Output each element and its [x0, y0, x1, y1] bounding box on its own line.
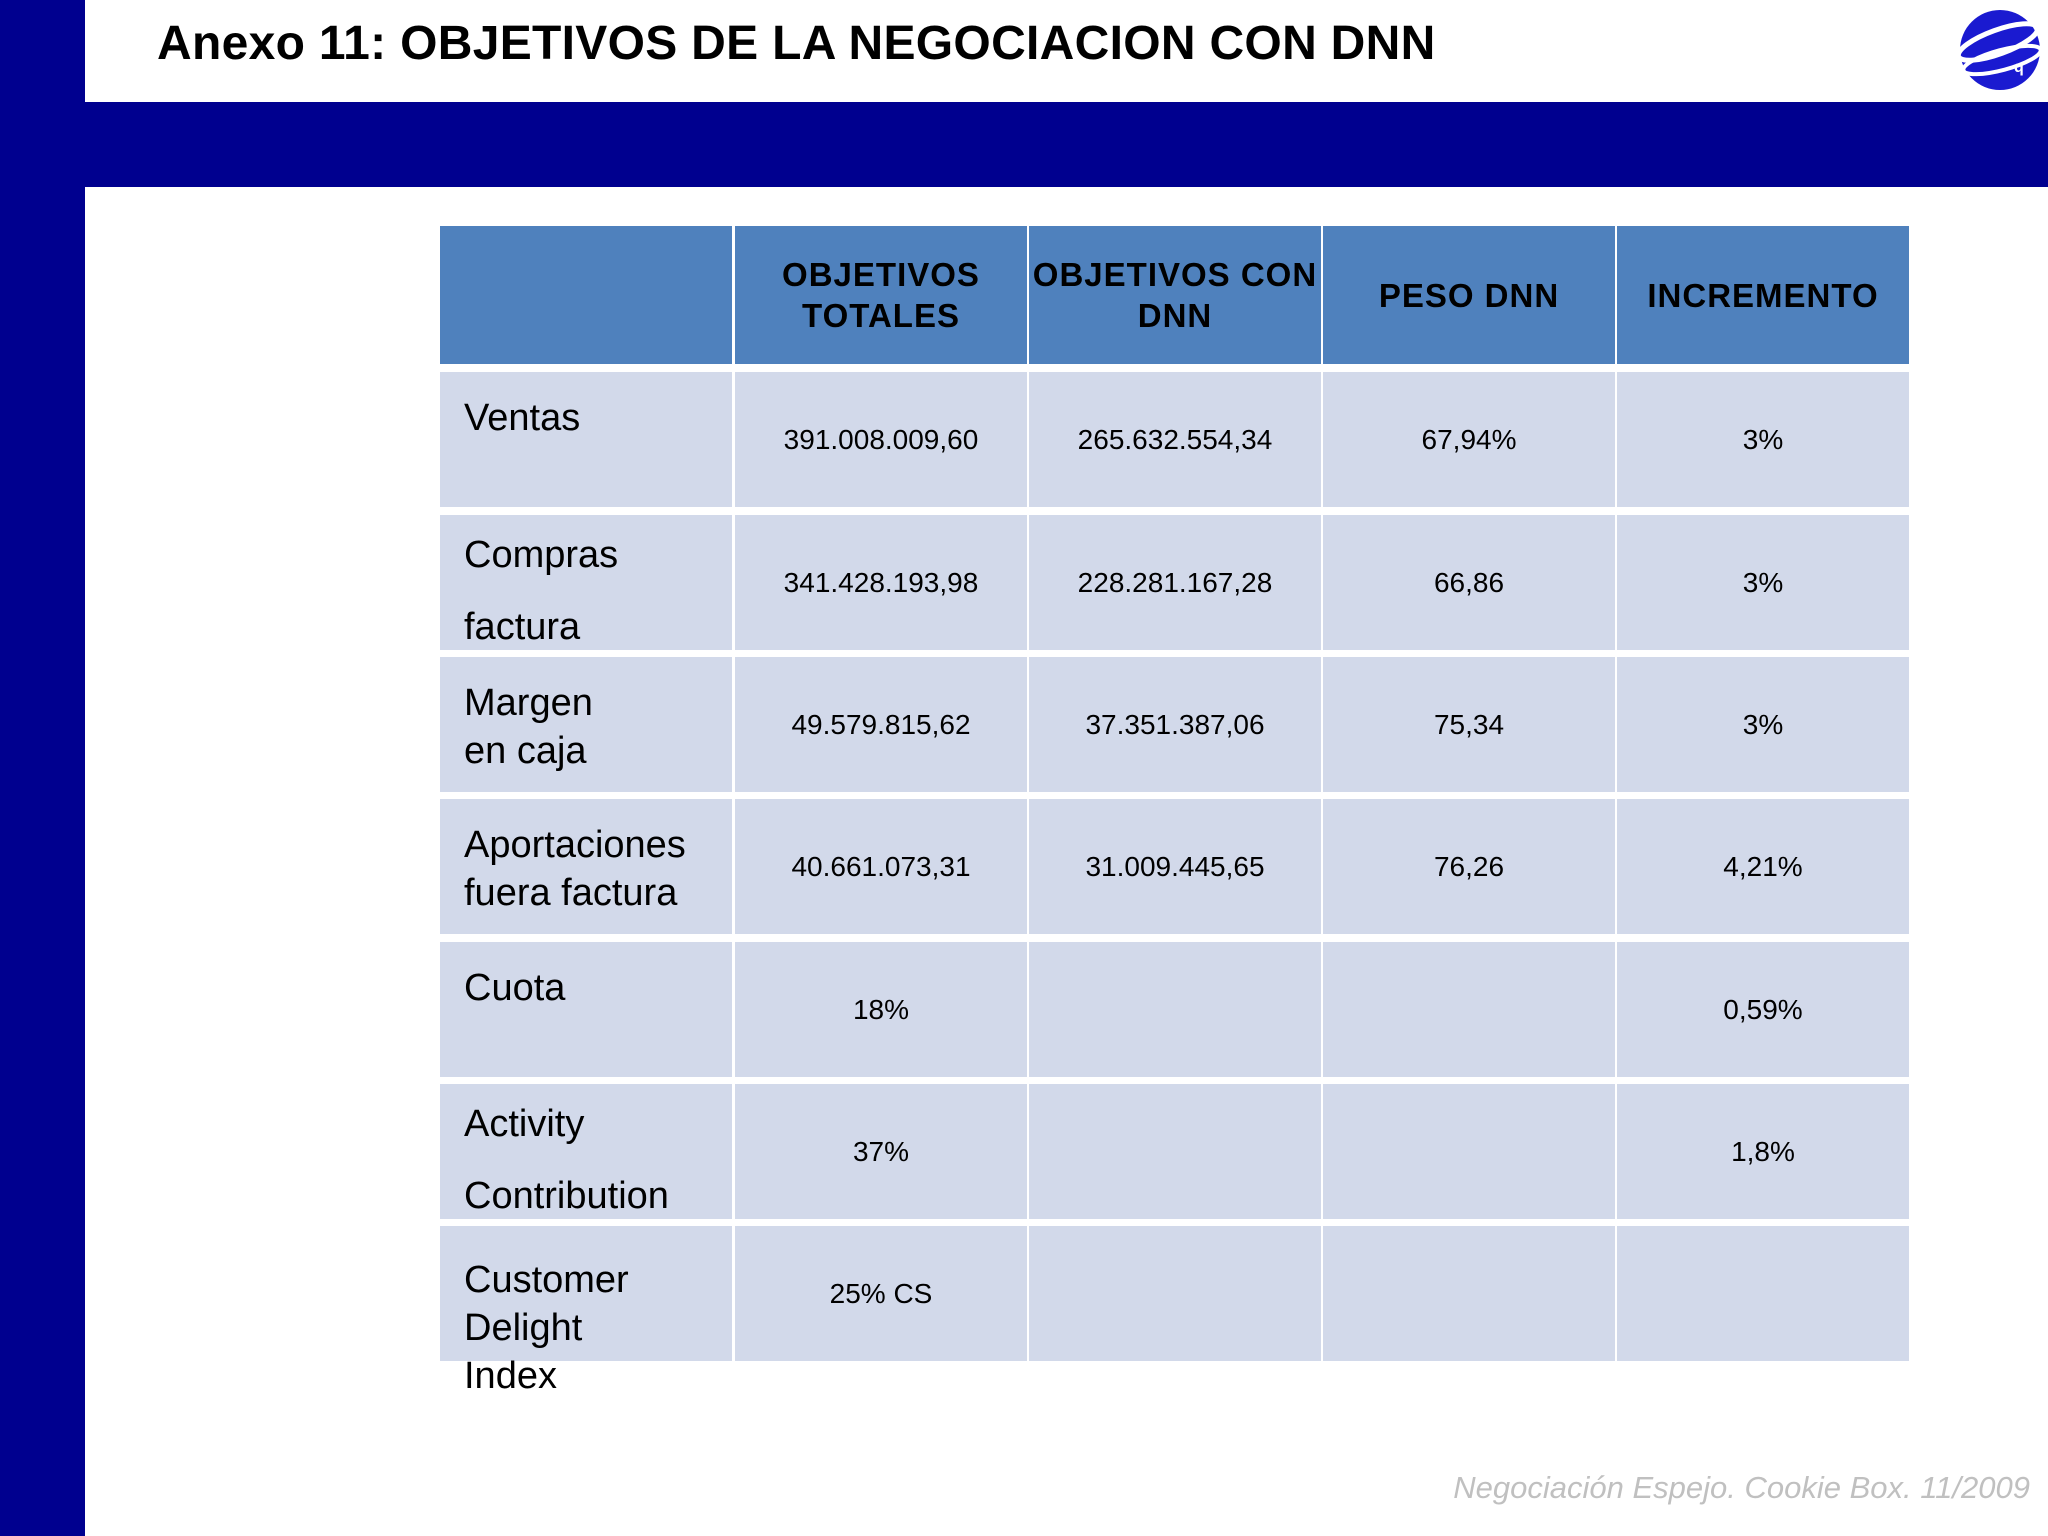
header-corner-cell — [440, 226, 732, 364]
row-label-cell: Cuota — [440, 942, 732, 1077]
table-cell — [1617, 1226, 1909, 1361]
table-cell: 4,21% — [1617, 799, 1909, 934]
table-cell — [1323, 1084, 1615, 1219]
table-cell: 1,8% — [1617, 1084, 1909, 1219]
row-label: Ventas — [464, 397, 581, 439]
column-header: OBJETIVOS TOTALES — [735, 226, 1027, 364]
row-label-cell: Customer Delight Index — [440, 1226, 732, 1397]
table-cell: 3% — [1617, 515, 1909, 650]
table-cell — [1323, 1226, 1615, 1361]
left-sidebar-bar — [0, 0, 85, 1536]
table-cell — [1029, 1084, 1321, 1219]
table-cell: 3% — [1617, 372, 1909, 507]
table-cell: 75,34 — [1323, 657, 1615, 792]
table-cell: 37% — [735, 1084, 1027, 1219]
column-header: OBJETIVOS CON DNN — [1029, 226, 1321, 364]
table-cell: 67,94% — [1323, 372, 1615, 507]
table-cell: 76,26 — [1323, 799, 1615, 934]
page-title: Anexo 11: OBJETIVOS DE LA NEGOCIACION CO… — [157, 17, 1436, 70]
row-label: Aportaciones fuera factura — [464, 824, 686, 914]
row-label: Cuota — [464, 967, 566, 1009]
table-cell: 66,86 — [1323, 515, 1615, 650]
table-cell: 31.009.445,65 — [1029, 799, 1321, 934]
column-header: PESO DNN — [1323, 226, 1615, 364]
table-cell: 0,59% — [1617, 942, 1909, 1077]
column-header: INCREMENTO — [1617, 226, 1909, 364]
row-label-cell: Aportaciones fuera factura — [440, 799, 732, 934]
table-cell: 25% CS — [735, 1226, 1027, 1361]
table-cell: 3% — [1617, 657, 1909, 792]
row-label-cell: Margen en caja — [440, 657, 732, 792]
table-cell: 18% — [735, 942, 1027, 1077]
table-cell: 37.351.387,06 — [1029, 657, 1321, 792]
footer-note: Negociación Espejo. Cookie Box. 11/2009 — [1453, 1470, 2030, 1505]
header-band — [0, 102, 2048, 187]
row-label-cell: Compras factura — [440, 515, 732, 650]
row-label: Customer Delight Index — [464, 1259, 629, 1397]
table-cell: 40.661.073,31 — [735, 799, 1027, 934]
table-cell — [1029, 1226, 1321, 1361]
row-label: Activity Contribution — [464, 1103, 669, 1217]
table-cell: 49.579.815,62 — [735, 657, 1027, 792]
table-cell: 391.008.009,60 — [735, 372, 1027, 507]
table-cell: 265.632.554,34 — [1029, 372, 1321, 507]
table-cell: 228.281.167,28 — [1029, 515, 1321, 650]
globe-logo-icon: q — [1955, 10, 2043, 90]
row-label-cell: Ventas — [440, 372, 732, 507]
row-label: Compras factura — [464, 534, 619, 648]
table-cell — [1323, 942, 1615, 1077]
table-cell: 341.428.193,98 — [735, 515, 1027, 650]
row-label: Margen en caja — [464, 682, 593, 772]
row-label-cell: Activity Contribution — [440, 1084, 732, 1219]
svg-text:q: q — [2014, 59, 2024, 76]
table-cell — [1029, 942, 1321, 1077]
